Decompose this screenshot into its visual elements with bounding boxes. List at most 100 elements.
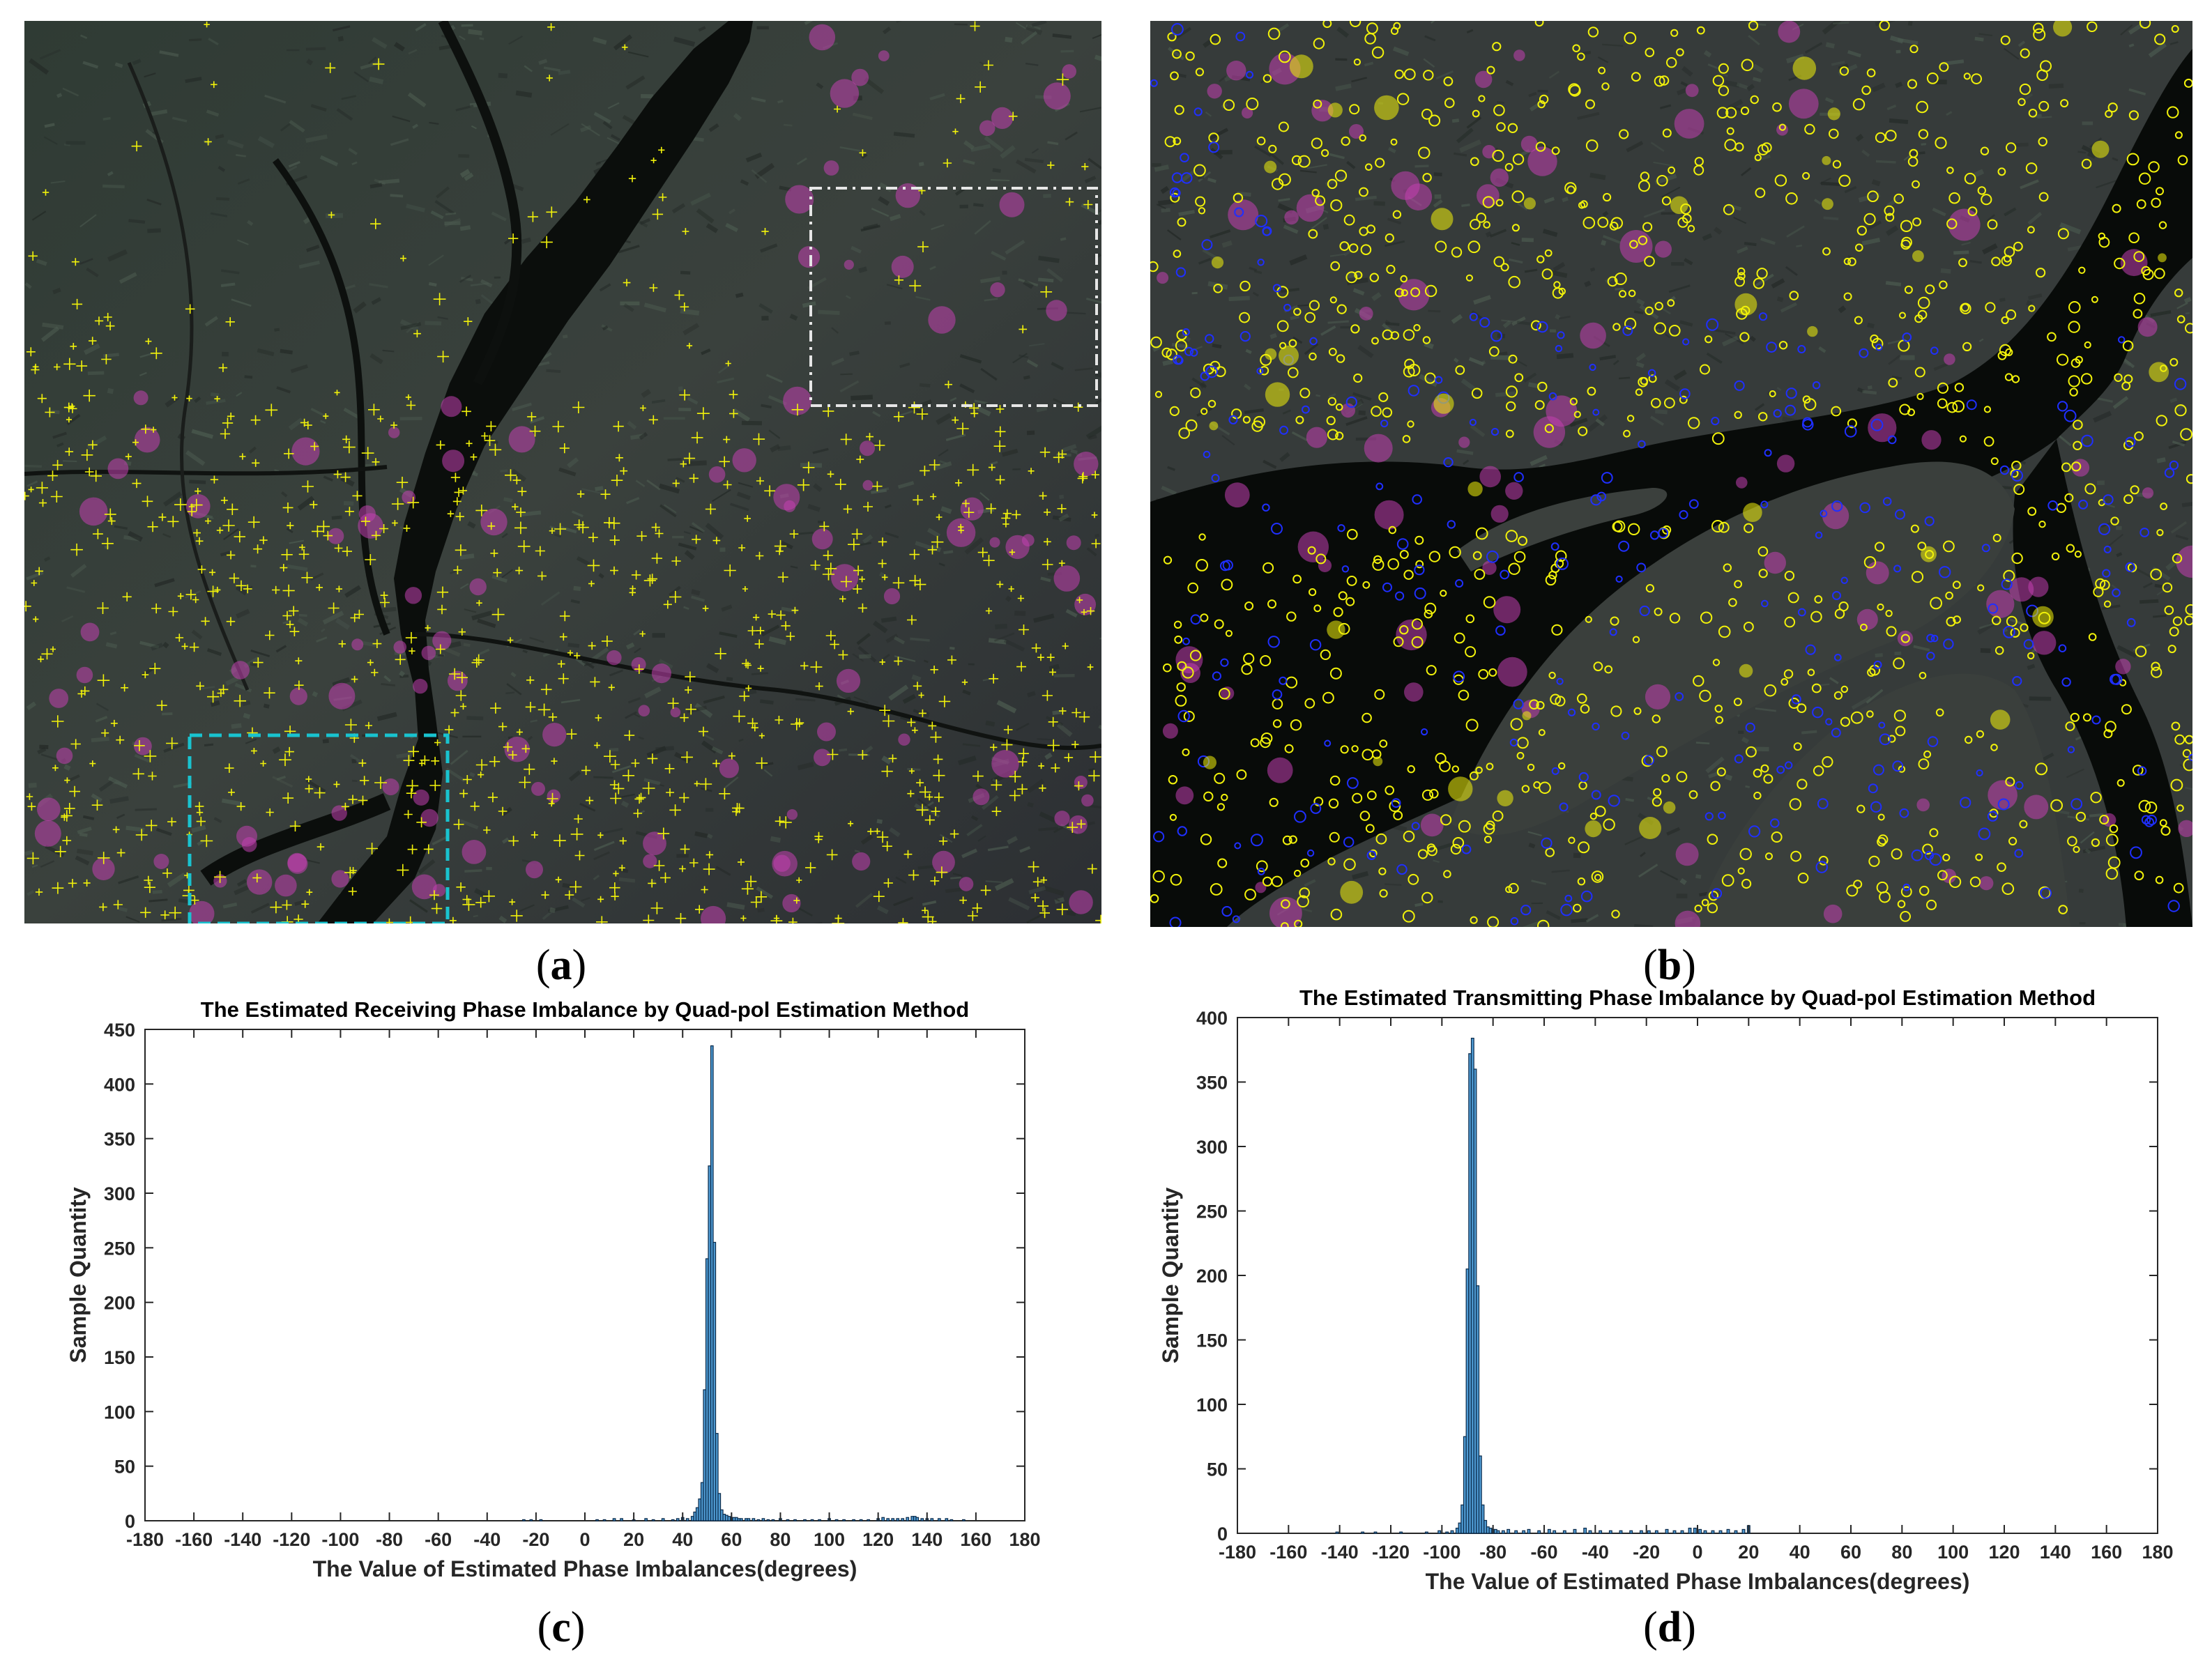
texture-patch: [1655, 325, 1663, 331]
texture-patch: [1550, 270, 1568, 278]
marker-ring: [1276, 320, 1289, 332]
marker-cross: [1037, 654, 1044, 661]
marker-blob: [133, 390, 148, 406]
texture-patch: [641, 388, 651, 398]
marker-cross: [282, 611, 292, 621]
x-tick-label: 40: [1790, 1542, 1810, 1563]
marker-ring: [2068, 301, 2081, 314]
marker-ring: [1195, 196, 1206, 207]
texture-patch: [436, 186, 450, 199]
texture-patch: [471, 610, 493, 621]
marker-cross: [920, 466, 930, 476]
texture-patch: [161, 712, 173, 716]
texture-patch: [932, 544, 942, 553]
texture-patch: [1175, 26, 1192, 40]
marker-cross: [90, 470, 102, 482]
texture-patch: [1589, 172, 1606, 181]
marker-cross: [878, 537, 887, 546]
texture-patch: [781, 606, 798, 613]
texture-patch: [733, 113, 742, 121]
marker-blob: [1267, 757, 1293, 783]
marker-ring: [1723, 563, 1732, 572]
marker-ring: [1443, 457, 1454, 468]
texture-patch: [1003, 638, 1025, 652]
texture-patch: [1979, 620, 2001, 629]
marker-ring: [1443, 870, 1451, 878]
texture-patch: [1212, 343, 1222, 348]
x-tick-label: 40: [672, 1529, 693, 1550]
texture-patch: [1655, 409, 1668, 415]
marker-cross: [436, 586, 449, 598]
marker-cross: [853, 584, 862, 594]
marker-ring: [1393, 636, 1404, 647]
marker-ring: [1870, 334, 1879, 344]
marker-ring: [1378, 392, 1389, 402]
marker-ring: [1988, 603, 1999, 614]
marker-cross: [1002, 509, 1012, 518]
marker-ring: [2164, 468, 2175, 478]
marker-cross: [754, 639, 764, 649]
marker-ring: [1987, 219, 1998, 230]
marker-ring: [1374, 689, 1385, 700]
marker-ring: [1458, 689, 1470, 701]
marker-ring: [1260, 733, 1273, 744]
marker-ring: [2068, 375, 2080, 388]
marker-cross: [751, 724, 758, 732]
marker-ring: [1496, 122, 1506, 132]
marker-ring: [2150, 568, 2163, 581]
texture-patch: [466, 716, 484, 721]
marker-ring: [2075, 811, 2087, 822]
texture-patch: [715, 866, 731, 876]
marker-ring: [1807, 668, 1815, 677]
marker-ring: [2125, 436, 2136, 447]
marker-cross: [1019, 624, 1029, 635]
marker-ring: [1902, 332, 1912, 342]
texture-patch: [461, 24, 473, 27]
marker-cross: [1081, 608, 1088, 615]
marker-cross: [62, 836, 72, 845]
marker-ring: [1910, 524, 1919, 533]
marker-ring: [1414, 565, 1425, 576]
marker-ring: [1907, 79, 1917, 89]
texture-patch: [992, 168, 1001, 173]
marker-cross: [986, 503, 996, 514]
histogram-bar: [1680, 1530, 1684, 1534]
river-branch3-a: [24, 465, 388, 476]
marker-ring: [1789, 798, 1801, 811]
texture-patch: [1346, 160, 1356, 169]
marker-ring: [1797, 345, 1806, 353]
marker-ring: [1859, 502, 1870, 514]
texture-patch: [1569, 417, 1588, 427]
texture-patch: [711, 746, 724, 755]
marker-ring: [1455, 579, 1464, 588]
texture-patch: [1748, 35, 1760, 46]
histogram-bar: [962, 1519, 966, 1521]
x-tick-label: -140: [1321, 1542, 1359, 1563]
texture-patch: [191, 825, 206, 834]
marker-cross: [970, 21, 980, 31]
marker-ring: [1360, 244, 1372, 256]
texture-patch: [344, 585, 361, 598]
texture-patch: [1094, 54, 1101, 62]
marker-ring: [1911, 571, 1924, 583]
texture-patch: [236, 608, 250, 619]
marker-cross: [341, 802, 349, 811]
texture-patch: [938, 562, 945, 567]
marker-cross: [1081, 163, 1089, 171]
marker-cross: [650, 158, 657, 164]
marker-ring: [1240, 331, 1251, 342]
marker-cross: [462, 406, 471, 417]
marker-ring: [1221, 906, 1233, 917]
marker-cross: [526, 676, 535, 684]
marker-cross: [93, 528, 103, 539]
marker-blob: [1497, 790, 1513, 807]
marker-ring: [1834, 608, 1845, 619]
texture-patch: [1551, 869, 1570, 873]
marker-ring: [1668, 166, 1675, 174]
texture-patch: [1070, 449, 1078, 454]
marker-cross: [103, 312, 112, 322]
marker-ring: [1257, 259, 1265, 266]
marker-cross: [724, 564, 736, 577]
marker-ring: [1818, 855, 1829, 866]
marker-cross: [851, 528, 863, 539]
